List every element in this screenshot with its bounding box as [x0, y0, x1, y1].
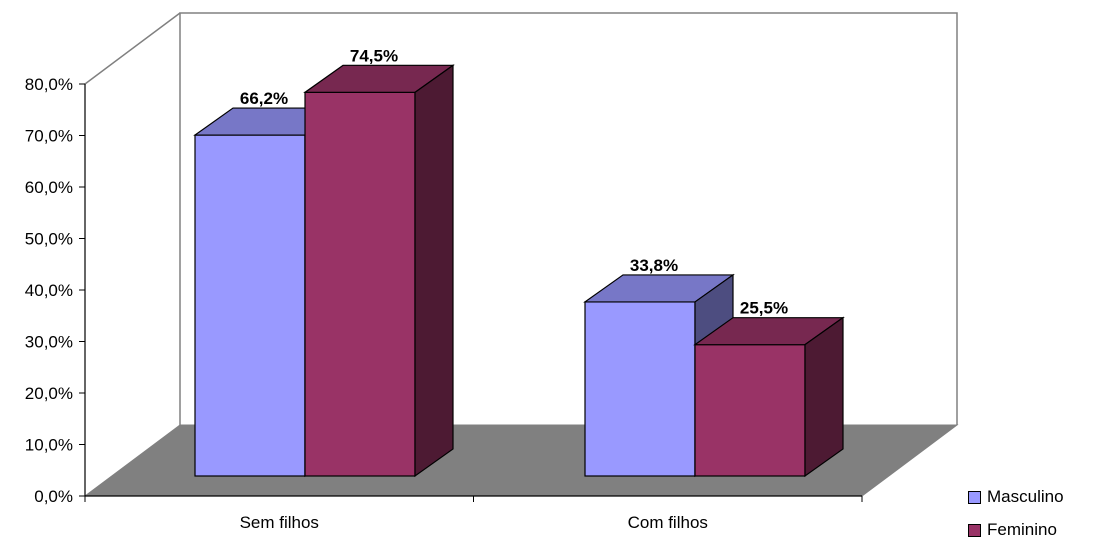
- x-tick-label: Sem filhos: [240, 513, 319, 532]
- data-label: 74,5%: [350, 46, 398, 65]
- bar-masculino-1-front: [584, 301, 696, 477]
- legend: Masculino Feminino: [968, 486, 1064, 552]
- legend-label-feminino: Feminino: [987, 520, 1057, 539]
- bar-feminino-0-side: [414, 64, 454, 478]
- y-tick-label: 40,0%: [25, 281, 73, 300]
- y-tick-label: 20,0%: [25, 384, 73, 403]
- bar-feminino-0-front: [304, 91, 416, 477]
- x-tick-label: Com filhos: [628, 513, 708, 532]
- data-labels: 66,2% 74,5% 33,8% 25,5%: [240, 46, 788, 317]
- legend-item-masculino: Masculino: [968, 486, 1064, 508]
- bar-feminino-1-side: [804, 316, 844, 478]
- bar-feminino-1-front: [694, 344, 806, 477]
- legend-label-masculino: Masculino: [987, 487, 1064, 506]
- back-wall: [179, 12, 958, 425]
- bar-masculino-0-front: [194, 134, 306, 477]
- axes: 0,0% 10,0% 20,0% 30,0% 40,0% 50,0% 60,0% 70,0% 8…: [25, 75, 863, 532]
- y-tick-label: 30,0%: [25, 333, 73, 352]
- y-tick-label: 80,0%: [25, 75, 73, 94]
- y-tick-label: 60,0%: [25, 178, 73, 197]
- side-wall-edge: [84, 12, 181, 85]
- legend-item-feminino: Feminino: [968, 519, 1064, 541]
- bars: [193, 64, 845, 478]
- legend-swatch-masculino: [968, 490, 981, 504]
- chart-frame: [84, 12, 958, 425]
- data-label: 33,8%: [630, 256, 678, 275]
- y-tick-label: 10,0%: [25, 436, 73, 455]
- legend-swatch-feminino: [968, 523, 981, 537]
- y-tick-label: 0,0%: [34, 487, 73, 506]
- y-tick-label: 50,0%: [25, 230, 73, 249]
- y-tick-label: 70,0%: [25, 127, 73, 146]
- data-label: 66,2%: [240, 89, 288, 108]
- data-label: 25,5%: [740, 299, 788, 318]
